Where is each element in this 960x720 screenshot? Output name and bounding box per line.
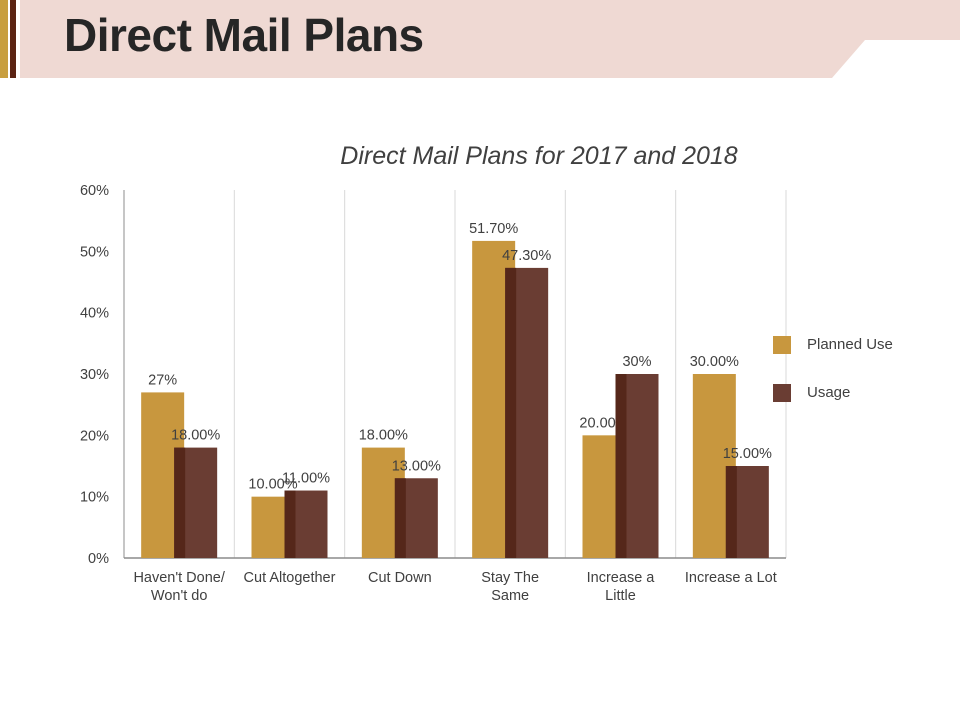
legend-swatch <box>773 384 791 402</box>
data-label-planned-use: 27% <box>148 372 177 388</box>
y-tick-label: 20% <box>80 428 109 444</box>
title-banner: Direct Mail Plans <box>0 0 960 80</box>
page-title: Direct Mail Plans <box>64 9 424 61</box>
y-tick-label: 30% <box>80 367 109 383</box>
x-tick-label: Won't do <box>151 588 208 604</box>
bar-usage-shade <box>505 267 517 558</box>
data-label-planned-use: 18.00% <box>359 428 408 444</box>
x-tick-label: Haven't Done/ <box>133 570 225 586</box>
x-tick-label: Cut Altogether <box>244 570 336 586</box>
y-tick-label: 0% <box>88 551 109 567</box>
data-label-usage: 13.00% <box>392 458 441 474</box>
legend-label: Usage <box>807 384 850 401</box>
data-label-planned-use: 51.70% <box>469 221 518 237</box>
x-tick-label: Stay The <box>481 570 539 586</box>
x-tick-label: Increase a Lot <box>685 570 777 586</box>
data-label-usage: 30% <box>622 354 651 370</box>
accent-stripe-dark <box>10 0 16 78</box>
bar-usage-shade <box>725 466 737 558</box>
bar-usage-shade <box>284 490 296 558</box>
data-label-usage: 11.00% <box>282 471 330 487</box>
y-tick-label: 50% <box>80 244 109 260</box>
data-label-usage: 15.00% <box>723 446 772 462</box>
data-label-planned-use: 30.00% <box>690 354 739 370</box>
bar-usage-shade <box>615 374 627 558</box>
chart-title: Direct Mail Plans for 2017 and 2018 <box>340 142 738 170</box>
bar-usage-shade <box>174 447 186 558</box>
banner-background <box>20 0 960 78</box>
banner-shape <box>0 0 960 78</box>
data-label-usage: 18.00% <box>171 428 220 444</box>
y-tick-label: 40% <box>80 306 109 322</box>
accent-stripe <box>0 0 8 78</box>
x-tick-label: Same <box>491 588 529 604</box>
data-label-planned-use: 10.00% <box>248 477 297 493</box>
x-tick-label: Increase a <box>587 570 656 586</box>
bar-usage-shade <box>394 478 406 558</box>
legend-swatch <box>773 336 791 354</box>
legend-label: Planned Use <box>807 336 893 353</box>
data-label-usage: 47.30% <box>502 248 551 264</box>
x-tick-label: Cut Down <box>368 570 432 586</box>
x-tick-label: Little <box>605 588 636 604</box>
y-tick-label: 10% <box>80 490 109 506</box>
y-tick-label: 60% <box>80 183 109 199</box>
